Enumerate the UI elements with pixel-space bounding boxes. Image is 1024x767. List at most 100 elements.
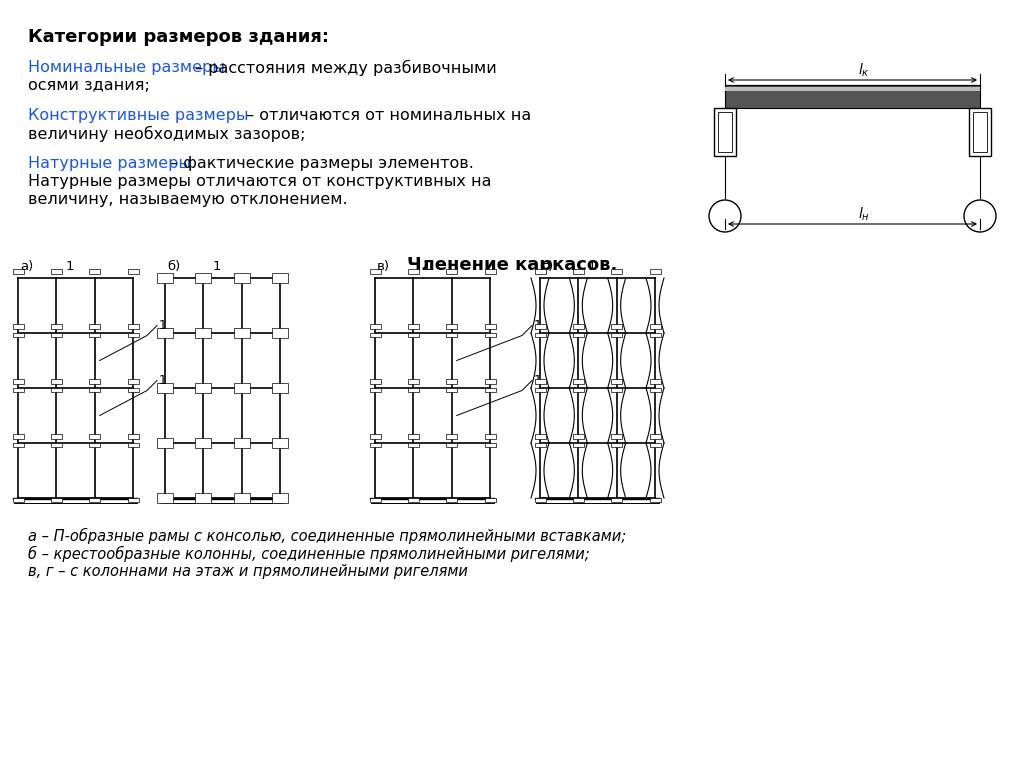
Text: 1: 1 (159, 319, 167, 332)
Bar (484, 379, 496, 384)
Bar (89, 333, 100, 337)
Bar (196, 328, 211, 338)
Bar (12, 498, 24, 502)
Bar (157, 438, 173, 448)
Text: а – П-образные рамы с консолью, соединенные прямолинейными вставками;: а – П-образные рамы с консолью, соединен… (28, 528, 626, 544)
Bar (535, 379, 546, 384)
Bar (51, 443, 61, 447)
Bar (233, 438, 250, 448)
Bar (535, 387, 546, 392)
Bar (408, 379, 419, 384)
Bar (649, 379, 660, 384)
Bar (408, 387, 419, 392)
Bar (51, 379, 61, 384)
Bar (484, 387, 496, 392)
Bar (572, 443, 584, 447)
Bar (12, 443, 24, 447)
Text: Категории размеров здания:: Категории размеров здания: (28, 28, 329, 46)
Circle shape (964, 200, 996, 232)
Bar (128, 443, 138, 447)
Bar (157, 273, 173, 283)
Bar (89, 434, 100, 439)
Bar (12, 333, 24, 337)
Bar (484, 333, 496, 337)
Bar (649, 434, 660, 439)
Text: – фактические размеры элементов.: – фактические размеры элементов. (165, 156, 474, 171)
Bar (484, 443, 496, 447)
Bar (572, 387, 584, 392)
Text: в, г – с колоннами на этаж и прямолинейными ригелями: в, г – с колоннами на этаж и прямолинейн… (28, 564, 468, 579)
Bar (714, 108, 736, 156)
Bar (370, 379, 381, 384)
Bar (446, 269, 457, 274)
Bar (611, 324, 623, 328)
Text: 1: 1 (534, 319, 542, 332)
Bar (484, 269, 496, 274)
Bar (969, 108, 991, 156)
Bar (725, 85, 980, 108)
Bar (12, 387, 24, 392)
Bar (370, 324, 381, 328)
Bar (51, 269, 61, 274)
Bar (611, 434, 623, 439)
Bar (12, 379, 24, 384)
Bar (196, 273, 211, 283)
Bar (233, 328, 250, 338)
Text: Натурные размеры отличаются от конструктивных на: Натурные размеры отличаются от конструкт… (28, 174, 492, 189)
Bar (157, 493, 173, 503)
Text: а): а) (20, 260, 33, 273)
Bar (572, 269, 584, 274)
Bar (370, 498, 381, 502)
Bar (157, 328, 173, 338)
Bar (484, 434, 496, 439)
Text: Членение каркасов.: Членение каркасов. (407, 256, 617, 274)
Bar (12, 324, 24, 328)
Bar (89, 379, 100, 384)
Bar (233, 273, 250, 283)
Text: 1: 1 (159, 374, 167, 387)
Bar (408, 324, 419, 328)
Text: $l_к$: $l_к$ (857, 61, 869, 79)
Bar (128, 498, 138, 502)
Bar (12, 434, 24, 439)
Text: – расстояния между разбивочными: – расстояния между разбивочными (190, 60, 497, 76)
Bar (51, 498, 61, 502)
Bar (611, 379, 623, 384)
Bar (51, 333, 61, 337)
Bar (196, 493, 211, 503)
Text: б): б) (167, 260, 180, 273)
Text: – отличаются от номинальных на: – отличаются от номинальных на (241, 108, 531, 123)
Bar (128, 434, 138, 439)
Bar (272, 328, 288, 338)
Bar (572, 333, 584, 337)
Bar (572, 434, 584, 439)
Bar (446, 379, 457, 384)
Bar (272, 273, 288, 283)
Bar (446, 498, 457, 502)
Bar (89, 443, 100, 447)
Bar (718, 112, 732, 152)
Text: 1: 1 (423, 260, 431, 273)
Bar (128, 387, 138, 392)
Bar (12, 269, 24, 274)
Bar (272, 438, 288, 448)
Bar (272, 383, 288, 393)
Bar (128, 379, 138, 384)
Text: 1: 1 (66, 260, 74, 273)
Bar (157, 383, 173, 393)
Text: г): г) (542, 260, 554, 273)
Bar (973, 112, 987, 152)
Text: 1: 1 (534, 374, 542, 387)
Bar (649, 324, 660, 328)
Bar (128, 333, 138, 337)
Text: Номинальные размеры: Номинальные размеры (28, 60, 225, 75)
Text: 1: 1 (588, 260, 596, 273)
Bar (535, 324, 546, 328)
Bar (370, 387, 381, 392)
Bar (572, 379, 584, 384)
Bar (535, 498, 546, 502)
Bar (572, 498, 584, 502)
Bar (370, 333, 381, 337)
Bar (89, 498, 100, 502)
Bar (535, 443, 546, 447)
